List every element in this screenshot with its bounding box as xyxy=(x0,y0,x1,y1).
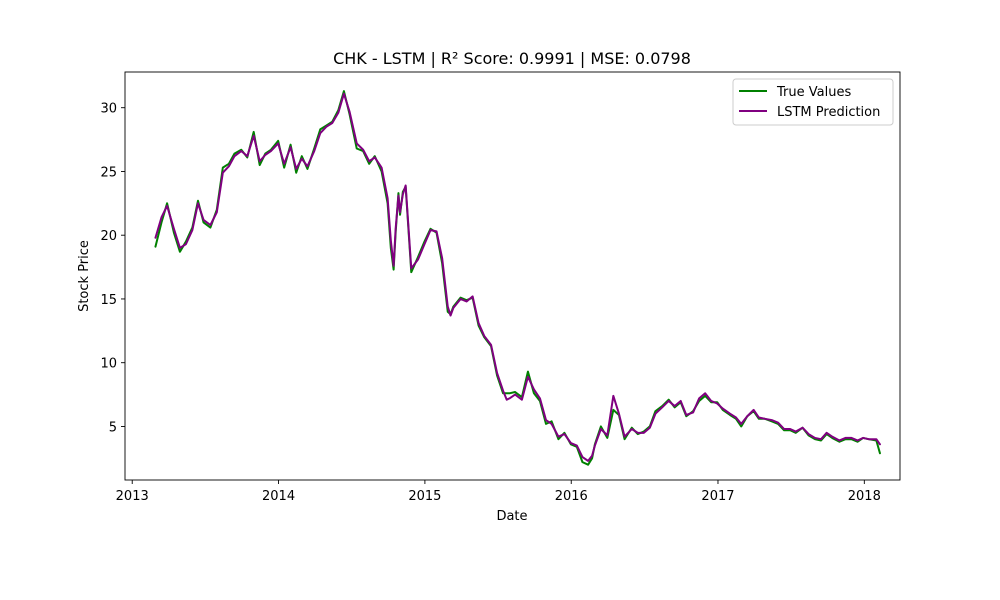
y-tick-label: 30 xyxy=(100,102,117,117)
y-tick-label: 20 xyxy=(100,229,117,244)
x-tick-label: 2013 xyxy=(116,489,149,504)
series-line-lstm-prediction xyxy=(154,92,881,462)
series-layer xyxy=(154,90,881,466)
y-tick-label: 25 xyxy=(100,165,117,180)
chart-title: CHK - LSTM | R² Score: 0.9991 | MSE: 0.0… xyxy=(333,49,691,68)
plot-area xyxy=(125,72,900,480)
y-axis: 5 10 15 20 25 30 xyxy=(100,102,125,435)
x-axis: 2013 2014 2015 2016 2017 2018 xyxy=(116,480,881,504)
x-tick-label: 2014 xyxy=(262,489,295,504)
y-tick-label: 15 xyxy=(100,293,117,308)
x-tick-label: 2018 xyxy=(848,489,881,504)
legend-label-true-values: True Values xyxy=(776,85,851,100)
x-axis-label: Date xyxy=(496,509,527,524)
y-tick-label: 10 xyxy=(100,357,117,372)
y-axis-label: Stock Price xyxy=(77,240,92,312)
x-tick-label: 2015 xyxy=(408,489,441,504)
plot-frame xyxy=(124,71,901,481)
legend-label-lstm-prediction: LSTM Prediction xyxy=(777,105,880,120)
x-tick-label: 2017 xyxy=(701,489,734,504)
legend-box xyxy=(732,78,894,126)
legend: True Values LSTM Prediction xyxy=(732,78,894,126)
x-tick-label: 2016 xyxy=(555,489,588,504)
y-tick-label: 5 xyxy=(109,420,117,435)
